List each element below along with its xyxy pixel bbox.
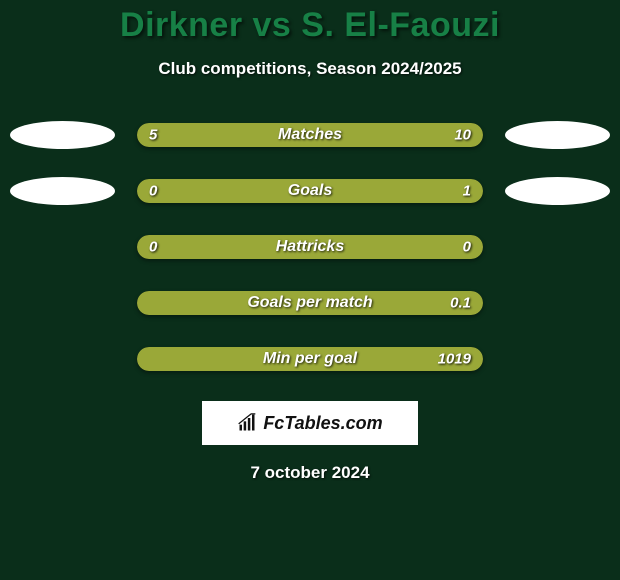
logo-placeholder-left <box>10 121 115 149</box>
bar-fill-right <box>252 123 483 147</box>
stat-row: 510Matches <box>0 121 620 149</box>
stat-row: 00Hattricks <box>0 233 620 261</box>
logo-placeholder-right <box>505 121 610 149</box>
stat-value-right: 1019 <box>438 351 471 368</box>
bar-fill <box>137 235 483 259</box>
stat-row: 0.1Goals per match <box>0 289 620 317</box>
bar-fill <box>137 291 483 315</box>
stat-value-right: 10 <box>454 127 471 144</box>
bar-fill <box>137 347 483 371</box>
stat-row: 01Goals <box>0 177 620 205</box>
bar-fill-right <box>161 179 483 203</box>
stat-bar: 1019Min per goal <box>137 347 483 371</box>
subtitle: Club competitions, Season 2024/2025 <box>0 59 620 79</box>
brand-label: FcTables.com <box>237 413 382 434</box>
stat-value-right: 1 <box>463 183 471 200</box>
stat-bar: 0.1Goals per match <box>137 291 483 315</box>
page-title: Dirkner vs S. El-Faouzi <box>0 6 620 45</box>
chart-icon <box>237 413 257 433</box>
logo-placeholder-left <box>10 177 115 205</box>
stat-bar: 01Goals <box>137 179 483 203</box>
stat-row: 1019Min per goal <box>0 345 620 373</box>
stat-bar: 510Matches <box>137 123 483 147</box>
stat-value-left: 0 <box>149 183 157 200</box>
brand-box[interactable]: FcTables.com <box>202 401 418 445</box>
brand-text: FcTables.com <box>263 413 382 434</box>
date-label: 7 october 2024 <box>0 463 620 483</box>
stat-value-right: 0 <box>463 239 471 256</box>
stat-value-left: 0 <box>149 239 157 256</box>
stat-value-left: 5 <box>149 127 157 144</box>
logo-placeholder-right <box>505 177 610 205</box>
stat-value-right: 0.1 <box>450 295 471 312</box>
stat-bar: 00Hattricks <box>137 235 483 259</box>
stats-area: 510Matches01Goals00Hattricks0.1Goals per… <box>0 121 620 373</box>
comparison-container: Dirkner vs S. El-Faouzi Club competition… <box>0 0 620 483</box>
